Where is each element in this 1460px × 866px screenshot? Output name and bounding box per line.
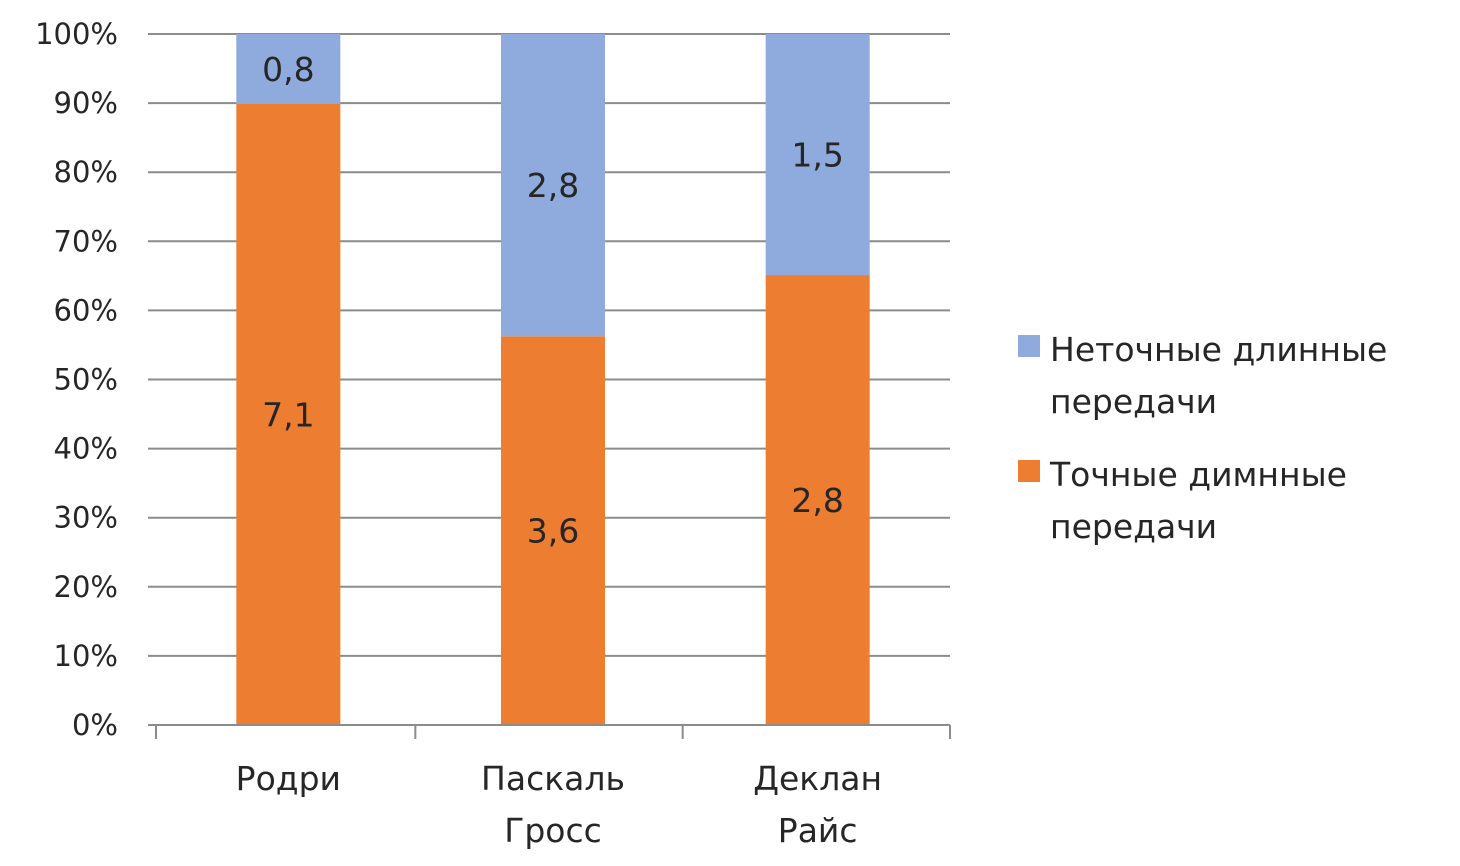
y-tick-label: 70% <box>54 224 118 258</box>
data-label: 2,8 <box>527 166 579 205</box>
y-tick-label: 40% <box>54 432 118 466</box>
y-tick-label: 90% <box>54 86 118 120</box>
legend-label: передачи <box>1050 382 1217 421</box>
bar-segment <box>501 336 605 725</box>
y-axis-ticks: 0% 10% 20% 30% 40% 50% 60% 70% 80% 90% 100% <box>35 17 118 742</box>
y-tick-label: 20% <box>54 570 118 604</box>
bar-segment <box>236 34 341 104</box>
y-tick-label: 50% <box>54 363 118 397</box>
legend: Неточные длинные передачи Точные димнные пе… <box>1018 330 1387 546</box>
bar-segment <box>501 34 605 337</box>
data-label: 0,8 <box>262 50 314 89</box>
legend-label: передачи <box>1050 507 1217 546</box>
bar-segment <box>236 103 341 726</box>
y-tick-label: 10% <box>54 639 118 673</box>
bar-segment <box>765 275 870 725</box>
x-category-label: Райс <box>778 811 858 850</box>
bars: 7,1 0,8 3,6 2,8 2,8 1,5 <box>236 34 870 726</box>
y-tick-label: 100% <box>35 17 118 51</box>
x-category-label: Паскаль <box>481 759 625 798</box>
legend-label: Неточные длинные <box>1050 330 1387 369</box>
legend-swatch <box>1018 460 1040 482</box>
legend-swatch <box>1018 335 1040 357</box>
x-category-label: Родри <box>236 759 341 798</box>
data-label: 2,8 <box>791 481 843 520</box>
x-category-label: Деклан <box>753 759 882 798</box>
y-tick-label: 60% <box>54 293 118 327</box>
data-label: 1,5 <box>791 136 843 175</box>
y-tick-label: 0% <box>72 708 118 742</box>
x-axis: Родри Паскаль Гросс Деклан Райс <box>148 724 951 850</box>
y-tick-label: 80% <box>54 155 118 189</box>
y-tick-label: 30% <box>54 501 118 535</box>
x-category-label: Гросс <box>504 811 602 850</box>
data-label: 7,1 <box>262 395 314 434</box>
legend-label: Точные димнные <box>1049 455 1347 494</box>
data-label: 3,6 <box>527 512 579 551</box>
bar-segment <box>765 34 870 276</box>
